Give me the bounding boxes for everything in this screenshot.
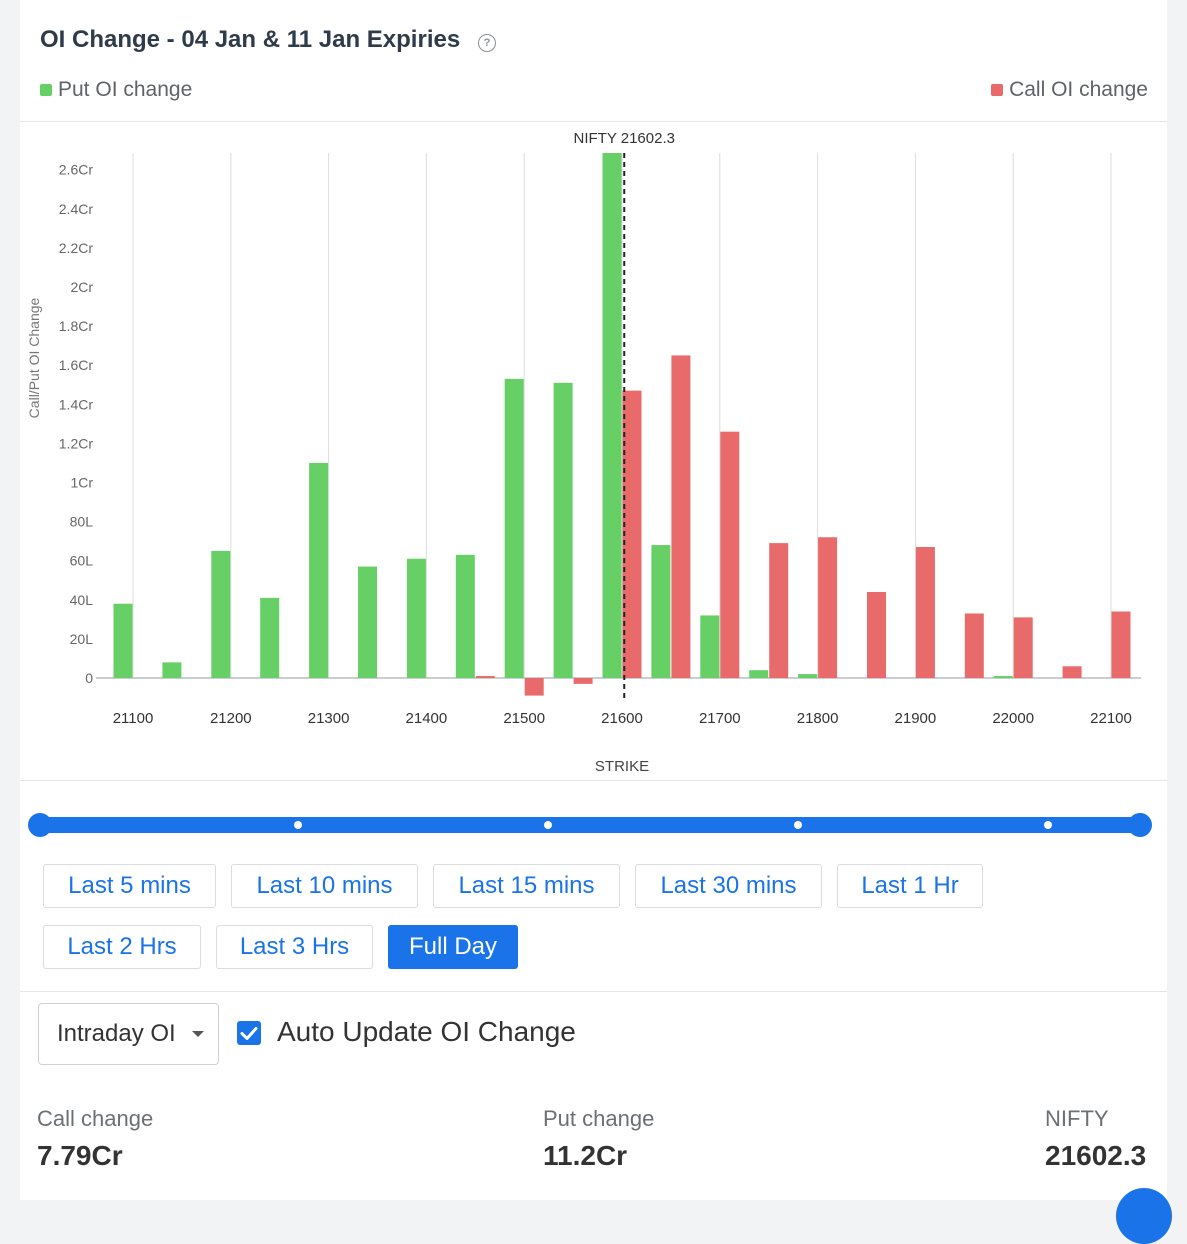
call-bar (964, 613, 984, 678)
put-bar (358, 566, 377, 678)
x-tick-label: 21600 (601, 710, 643, 727)
call-bar (573, 678, 593, 684)
call-bar (720, 431, 740, 678)
y-tick-label: 1.8Cr (59, 318, 94, 334)
nifty-label: NIFTY (1045, 1106, 1109, 1131)
put-bar (700, 615, 720, 678)
time-range-slider-track[interactable] (38, 817, 1142, 833)
chart-title: OI Change - 04 Jan & 11 Jan Expiries (40, 26, 461, 53)
x-tick-label: 21400 (406, 710, 448, 727)
call-bar (1062, 666, 1082, 678)
oi-bar-chart: 21100 21200 21300 21400 21500 21600 21700 21800… (26, 130, 1141, 775)
call-swatch (991, 84, 1004, 96)
floating-action-button[interactable] (1116, 1188, 1172, 1244)
oi-type-value: Intraday OI (57, 1020, 176, 1047)
nifty-value: 21602.3 (1045, 1140, 1147, 1171)
put-bar (260, 597, 280, 678)
y-tick-label: 60L (70, 553, 94, 569)
y-tick-label: 80L (70, 514, 94, 530)
put-bar (993, 676, 1013, 678)
call-change-label: Call change (37, 1106, 154, 1131)
put-bar (749, 670, 769, 678)
oi-type-select[interactable]: Intraday OI (38, 1003, 219, 1065)
call-bar (475, 676, 495, 678)
slider-start-handle[interactable] (28, 813, 52, 837)
put-bar (504, 378, 524, 678)
time-button[interactable]: Last 10 mins (231, 864, 418, 908)
put-bar (798, 674, 818, 678)
y-tick-label: 1.2Cr (59, 435, 94, 451)
put-bar (113, 603, 133, 678)
put-swatch (40, 84, 52, 96)
x-tick-label: 21800 (797, 710, 839, 727)
put-bar (211, 550, 231, 678)
put-change-label: Put change (543, 1106, 655, 1131)
call-bar (622, 390, 642, 678)
y-axis-title: Call/Put OI Change (26, 297, 42, 418)
check-icon (240, 1027, 258, 1040)
x-tick-label: 21300 (308, 710, 350, 727)
slider-tick (294, 821, 302, 829)
chevron-down-icon (192, 1031, 204, 1037)
y-tick-label: 40L (70, 592, 94, 608)
y-tick-label: 1.4Cr (59, 396, 94, 412)
put-bar (553, 382, 573, 678)
x-tick-label: 22000 (992, 710, 1034, 727)
oi-change-card: OI Change - 04 Jan & 11 Jan Expiries ? P… (20, 0, 1167, 1200)
call-bar (1111, 611, 1131, 678)
call-bar (524, 678, 544, 696)
auto-update-label: Auto Update OI Change (277, 1016, 576, 1047)
y-tick-label: 2.4Cr (59, 201, 94, 217)
put-bar (406, 558, 426, 678)
call-bar (1013, 617, 1033, 678)
time-button[interactable]: Last 5 mins (43, 864, 216, 908)
slider-tick (794, 821, 802, 829)
spot-price-label: NIFTY 21602.3 (574, 130, 675, 147)
x-tick-label: 21900 (895, 710, 937, 727)
x-tick-label: 21100 (113, 710, 154, 727)
legend-put[interactable]: Put OI change (40, 78, 192, 102)
time-button[interactable]: Last 3 Hrs (216, 925, 373, 969)
full-day-button[interactable]: Full Day (388, 925, 518, 969)
y-tick-label: 0 (85, 670, 93, 686)
legend-call[interactable]: Call OI change (991, 78, 1148, 102)
x-tick-label: 21200 (210, 710, 252, 727)
slider-end-handle[interactable] (1128, 813, 1152, 837)
call-bar (818, 537, 838, 678)
put-bar (309, 462, 329, 678)
x-tick-label: 21500 (503, 710, 545, 727)
divider (20, 121, 1167, 122)
put-bar (651, 545, 671, 678)
auto-update-checkbox[interactable] (237, 1021, 261, 1045)
legend-call-label: Call OI change (1009, 78, 1148, 101)
slider-tick (1044, 821, 1052, 829)
y-tick-label: 2.6Cr (59, 162, 94, 178)
y-tick-label: 2Cr (70, 279, 93, 295)
divider (20, 991, 1167, 992)
time-button[interactable]: Last 15 mins (433, 864, 620, 908)
x-tick-label: 21700 (699, 710, 741, 727)
call-bar (915, 547, 935, 678)
call-bar (671, 355, 691, 678)
time-button[interactable]: Last 1 Hr (837, 864, 983, 908)
time-button[interactable]: Last 30 mins (635, 864, 822, 908)
call-change-value: 7.79Cr (37, 1140, 123, 1171)
divider (20, 780, 1167, 781)
call-bar (867, 591, 886, 678)
help-icon[interactable]: ? (478, 34, 496, 52)
put-bar (455, 554, 475, 678)
put-bar (602, 153, 622, 678)
x-tick-label: 22100 (1090, 710, 1132, 727)
y-tick-label: 1Cr (70, 475, 93, 491)
legend-put-label: Put OI change (58, 78, 193, 101)
call-bar (769, 543, 789, 678)
x-axis-title: STRIKE (595, 758, 649, 775)
slider-tick (544, 821, 552, 829)
y-tick-label: 20L (70, 631, 94, 647)
time-button[interactable]: Last 2 Hrs (43, 925, 201, 969)
put-change-value: 11.2Cr (543, 1140, 628, 1171)
y-tick-label: 2.2Cr (59, 240, 94, 256)
put-bar (162, 662, 182, 678)
y-tick-label: 1.6Cr (59, 357, 94, 373)
